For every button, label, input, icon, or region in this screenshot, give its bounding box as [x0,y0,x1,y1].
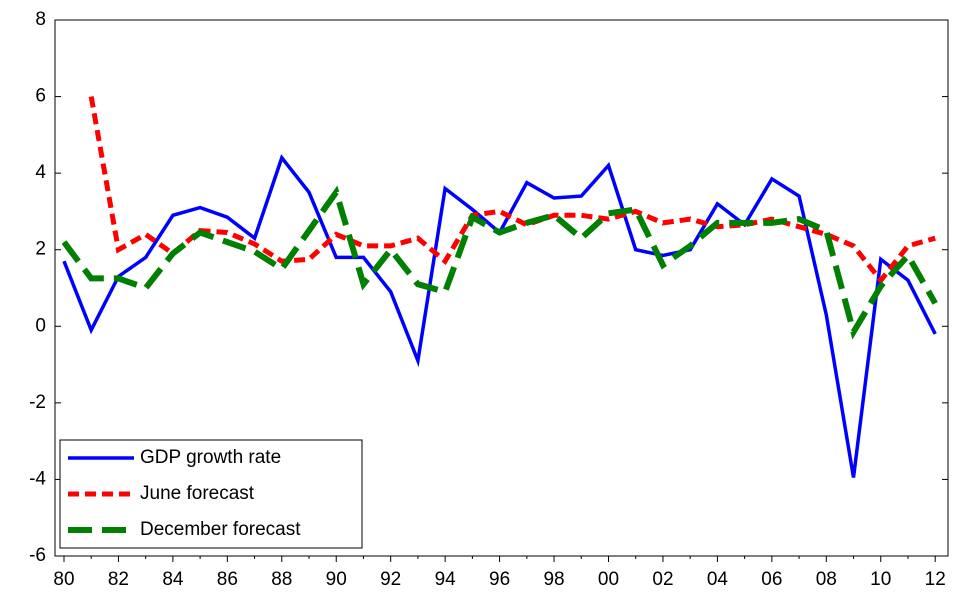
x-tick-label: 88 [271,569,292,590]
x-tick-label: 84 [162,569,184,590]
y-tick-label: 2 [35,239,46,260]
y-tick-label: 4 [35,162,46,183]
x-tick-label: 10 [870,569,891,590]
legend-label: December forecast [140,519,301,540]
x-tick-label: 00 [598,569,619,590]
x-tick-label: 08 [816,569,837,590]
series-line [61,185,938,340]
x-tick-label: 12 [925,569,946,590]
x-tick-label: 06 [761,569,782,590]
x-tick-label: 02 [652,569,673,590]
plot-frame [54,19,949,557]
x-tick-label: 04 [707,569,729,590]
legend-label: June forecast [140,483,255,504]
series-line [62,154,937,478]
series-line [88,96,936,285]
y-tick-label: -6 [29,545,46,566]
x-tick-label: 80 [53,569,74,590]
x-tick-label: 98 [543,569,564,590]
x-tick-label: 90 [326,569,347,590]
y-tick-label: 8 [35,9,46,30]
y-tick-label: -4 [29,468,46,489]
x-tick-label: 94 [435,569,457,590]
y-tick-label: -2 [29,392,46,413]
y-tick-label: 6 [35,86,46,107]
y-tick-label: 0 [35,315,46,336]
x-tick-label: 96 [489,569,510,590]
legend-label: GDP growth rate [140,447,281,468]
x-tick-label: 82 [108,569,129,590]
x-tick-label: 92 [380,569,401,590]
x-tick-label: 86 [217,569,238,590]
